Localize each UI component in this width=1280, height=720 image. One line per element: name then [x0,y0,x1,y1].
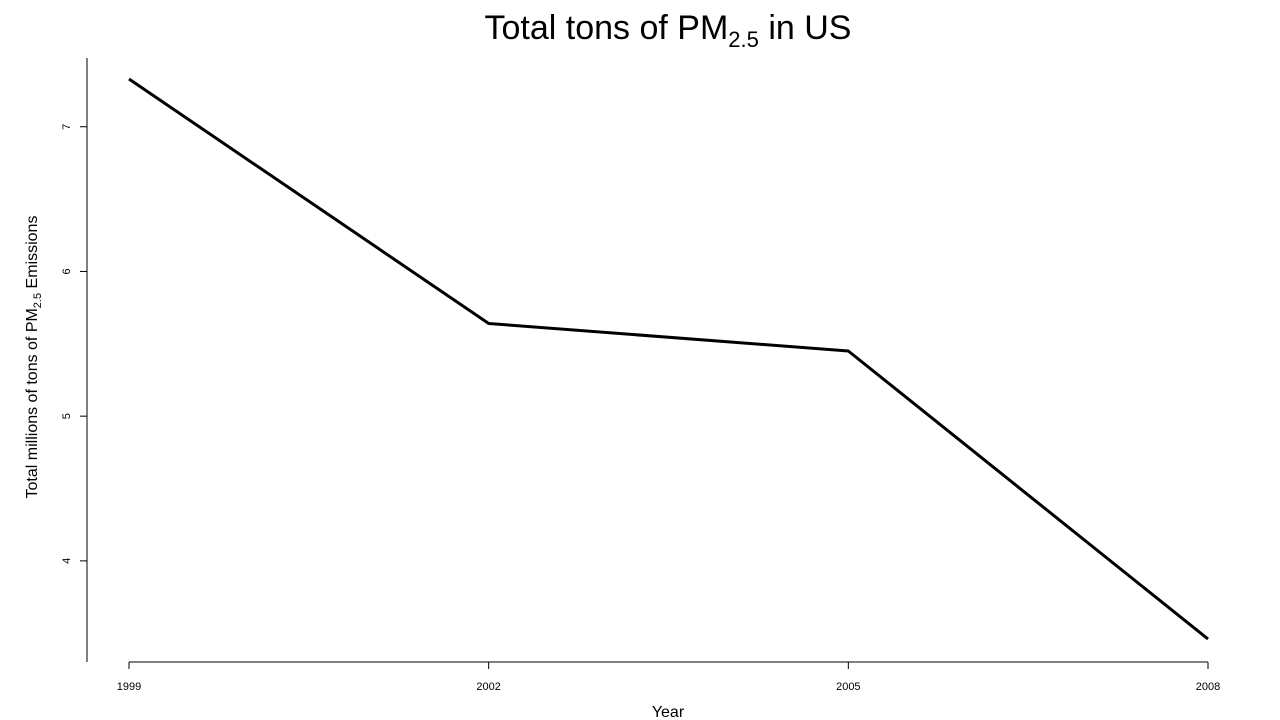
y-tick-label: 7 [61,124,73,130]
chart-title-main: Total tons of PM [485,9,729,47]
y-tick-label: 4 [61,558,73,564]
y-axis-title-subscript: 2.5 [32,293,44,308]
x-tick-label: 1999 [117,681,141,693]
y-tick-label: 5 [61,413,73,419]
x-tick-label: 2002 [476,681,500,693]
y-axis-title-main: Total millions of tons of PM [24,308,41,498]
x-tick-label: 2005 [836,681,860,693]
y-ticks: 4 5 6 7 [61,124,87,564]
x-ticks: 1999 2002 2005 2008 [117,662,1220,693]
emissions-series-line [128,77,1209,641]
x-axis-title: Year [652,704,685,720]
chart-title-suffix: in US [759,9,852,47]
chart-title: Total tons of PM2.5 in US [485,9,852,52]
chart-title-subscript: 2.5 [728,27,759,52]
x-tick-label: 2008 [1196,681,1220,693]
y-axis-title: Total millions of tons of PM2.5 Emission… [24,216,44,499]
y-axis-title-suffix: Emissions [24,216,41,293]
y-tick-label: 6 [61,268,73,274]
